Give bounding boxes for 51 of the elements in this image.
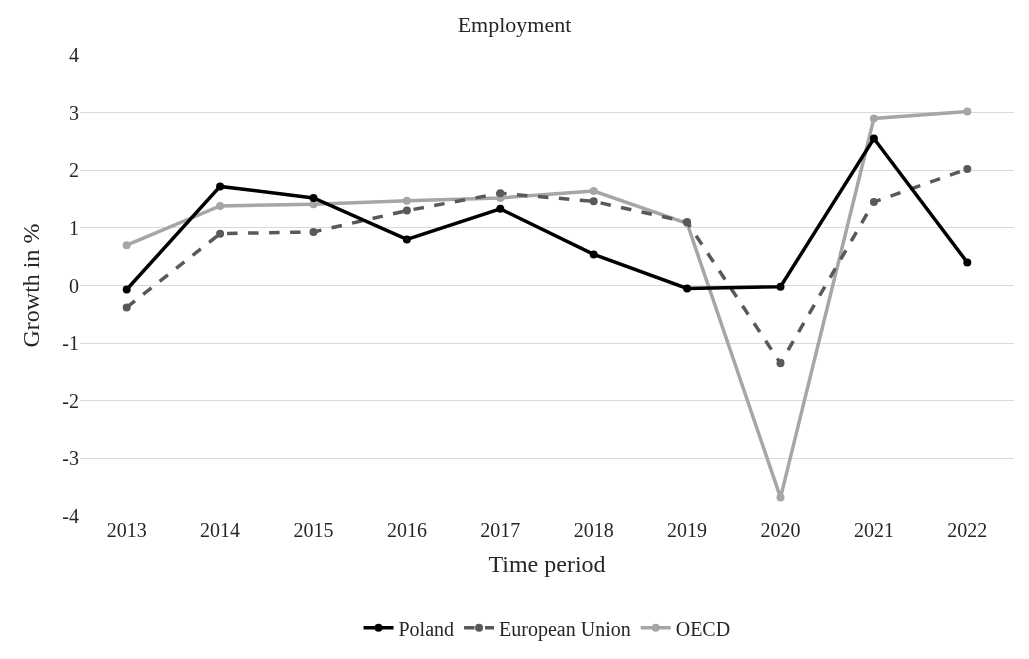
x-tick-label: 2014	[200, 519, 241, 541]
point	[216, 229, 225, 238]
x-tick-label: 2022	[947, 519, 988, 541]
point	[402, 206, 411, 215]
y-tick-label: 4	[69, 44, 79, 66]
point	[216, 201, 225, 210]
point	[776, 282, 785, 291]
point	[776, 359, 785, 368]
y-tick-label: 1	[69, 216, 79, 239]
y-tick-label: -3	[62, 447, 79, 470]
x-tick-label: 2013	[106, 519, 147, 541]
point	[869, 114, 878, 123]
x-tick-label: 2015	[293, 519, 334, 541]
point	[963, 258, 972, 267]
chart-title: Employment	[457, 11, 572, 37]
x-tick-label: 2017	[480, 519, 521, 541]
legend-label: Poland	[398, 617, 455, 640]
point	[589, 187, 598, 195]
point	[216, 182, 225, 191]
point	[869, 134, 878, 143]
legend-label: OECD	[675, 617, 731, 640]
point	[963, 165, 972, 174]
point	[496, 189, 505, 198]
x-tick-label: 2021	[853, 519, 894, 541]
legend-label: European Union	[499, 617, 631, 641]
point	[496, 204, 505, 213]
point	[309, 193, 318, 202]
y-tick-label: 3	[69, 101, 79, 124]
point	[589, 250, 598, 259]
point	[122, 303, 131, 312]
y-axis-title: Growth in %	[18, 223, 45, 348]
point	[309, 227, 318, 236]
point	[402, 235, 411, 244]
x-axis-title: Time period	[488, 551, 606, 578]
y-tick-label: -4	[62, 505, 79, 527]
x-tick-label: 2018	[573, 519, 614, 541]
x-tick-label: 2016	[386, 519, 427, 541]
y-tick-label: -2	[62, 389, 79, 412]
y-tick-label: -1	[62, 332, 79, 355]
point	[402, 196, 411, 205]
point	[122, 285, 131, 294]
x-tick-label: 2019	[667, 519, 708, 541]
point	[869, 197, 878, 206]
point	[963, 107, 972, 116]
y-tick-label: 0	[69, 274, 79, 297]
point	[122, 241, 131, 250]
point	[589, 197, 598, 206]
y-tick-label: 2	[69, 159, 79, 182]
point	[776, 493, 785, 502]
x-tick-label: 2020	[760, 519, 801, 541]
point	[683, 284, 692, 293]
